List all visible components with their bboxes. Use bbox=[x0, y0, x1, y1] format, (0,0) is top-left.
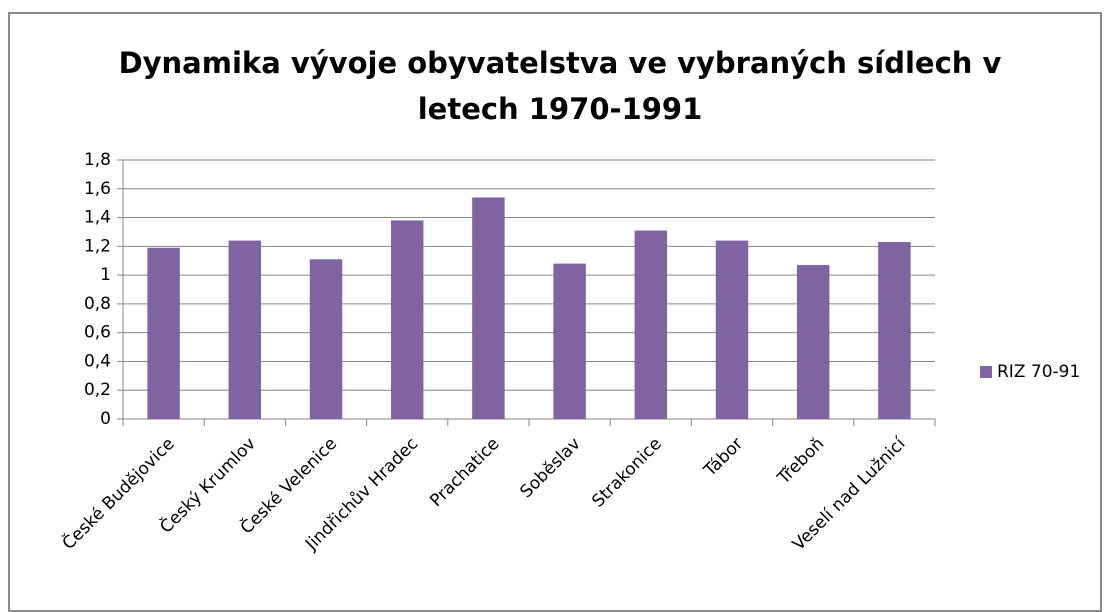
x-tick-label: Třeboň bbox=[773, 434, 828, 489]
bar bbox=[715, 240, 749, 419]
bar bbox=[309, 259, 343, 419]
y-tick-label: 1,2 bbox=[84, 236, 111, 256]
x-tick-label: Strakonice bbox=[588, 434, 666, 512]
legend-swatch bbox=[980, 366, 992, 378]
y-tick-label: 0,6 bbox=[84, 323, 111, 343]
y-tick-label: 0,4 bbox=[84, 351, 111, 371]
y-tick-label: 1,8 bbox=[84, 150, 111, 170]
y-tick-label: 0,2 bbox=[84, 380, 111, 400]
bar bbox=[878, 242, 911, 419]
y-tick-label: 1,4 bbox=[84, 208, 111, 228]
bar bbox=[796, 265, 830, 419]
legend-label: RIZ 70-91 bbox=[997, 362, 1080, 382]
bar bbox=[472, 197, 505, 419]
x-tick-label: Soběslav bbox=[516, 434, 584, 502]
y-tick-label: 1 bbox=[100, 265, 111, 285]
x-tick-label: Prachatice bbox=[426, 434, 503, 511]
bar bbox=[228, 240, 262, 419]
bar bbox=[634, 230, 668, 419]
x-tick-label: České Budějovice bbox=[57, 433, 178, 554]
chart-title: Dynamika vývoje obyvatelstva ve vybranýc… bbox=[118, 46, 1002, 126]
y-tick-label: 0,8 bbox=[84, 294, 111, 314]
y-tick-label: 1,6 bbox=[84, 179, 111, 199]
y-tick-label: 0 bbox=[100, 409, 111, 429]
bar bbox=[147, 247, 180, 419]
bar bbox=[390, 220, 424, 419]
bar bbox=[553, 263, 586, 419]
x-tick-label: Tábor bbox=[700, 434, 748, 482]
